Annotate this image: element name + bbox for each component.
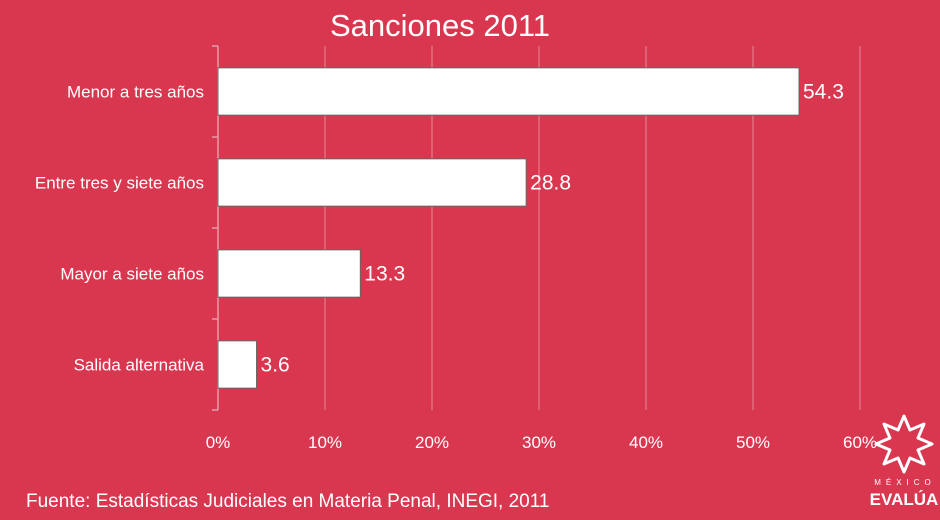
data-label: 13.3 bbox=[364, 263, 405, 286]
category-label: Salida alternativa bbox=[74, 356, 205, 375]
category-label: Menor a tres años bbox=[67, 83, 204, 102]
bar-chart: Menor a tres años Entre tres y siete años… bbox=[35, 45, 877, 452]
x-tick-label: 50% bbox=[736, 433, 770, 452]
logo-big-text: EVALÚA bbox=[869, 490, 939, 509]
bar bbox=[217, 340, 258, 389]
x-tick-labels: 0% 10% 20% 30% 40% 50% 60% bbox=[206, 433, 877, 452]
category-label: Entre tres y siete años bbox=[35, 174, 204, 193]
data-label: 3.6 bbox=[261, 354, 290, 377]
category-labels: Menor a tres años Entre tres y siete años… bbox=[35, 83, 205, 375]
x-tick-label: 30% bbox=[522, 433, 556, 452]
data-label: 54.3 bbox=[803, 81, 844, 104]
x-tick-label: 0% bbox=[206, 433, 231, 452]
bar bbox=[217, 249, 361, 298]
logo-small-text: MÉXICO bbox=[874, 478, 936, 487]
bar bbox=[217, 158, 527, 207]
x-tick-label: 40% bbox=[629, 433, 663, 452]
mexico-evalua-logo: MÉXICO EVALÚA bbox=[868, 410, 940, 520]
x-tick-label: 20% bbox=[415, 433, 449, 452]
bars bbox=[217, 67, 800, 389]
source-note: Fuente: Estadísticas Judiciales en Mater… bbox=[26, 491, 550, 512]
bar bbox=[217, 67, 800, 116]
chart-title: Sanciones 2011 bbox=[329, 8, 551, 43]
category-label: Mayor a siete años bbox=[60, 265, 204, 284]
x-tick-label: 60% bbox=[843, 433, 877, 452]
y-axis bbox=[212, 45, 219, 411]
star-logo-icon bbox=[874, 414, 934, 474]
data-label: 28.8 bbox=[530, 172, 571, 195]
value-labels: 54.3 28.8 13.3 3.6 bbox=[261, 81, 844, 377]
x-tick-label: 10% bbox=[308, 433, 342, 452]
